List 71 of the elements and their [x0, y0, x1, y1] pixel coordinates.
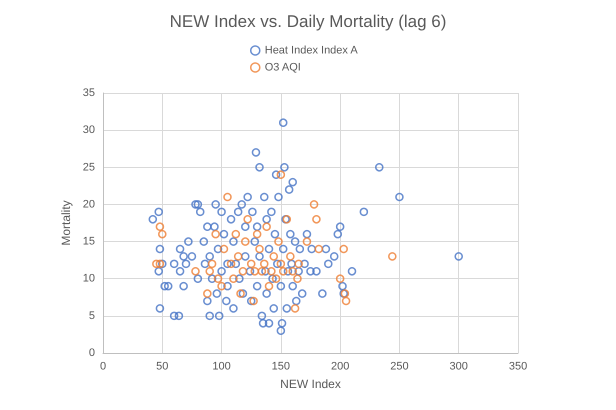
point [262, 222, 271, 231]
point [249, 296, 258, 306]
point [226, 260, 236, 268]
point [243, 215, 252, 224]
x-tick-label: 300 [450, 360, 468, 372]
point [156, 260, 164, 268]
y-tick-label: 0 [88, 347, 95, 359]
y-tick-label: 35 [82, 87, 95, 99]
point [288, 267, 297, 276]
point [205, 267, 214, 276]
point [267, 267, 276, 276]
y-tick-label: 10 [82, 272, 95, 285]
point [258, 267, 266, 276]
x-tick-label: 200 [330, 360, 350, 372]
y-tick-label: 20 [82, 198, 95, 210]
point [232, 230, 240, 238]
point [250, 267, 260, 276]
point [286, 252, 295, 261]
point [388, 252, 397, 261]
point [246, 260, 256, 268]
x-tick-label: 50 [156, 360, 168, 372]
point [241, 237, 250, 246]
point [276, 170, 286, 179]
legend-label: Heat Index Index A [264, 44, 358, 56]
point [293, 274, 302, 283]
point [234, 252, 242, 261]
point [236, 289, 245, 298]
point [203, 289, 212, 298]
point [339, 244, 348, 254]
point [272, 274, 280, 283]
point [156, 222, 164, 231]
point [208, 260, 216, 268]
point [270, 252, 278, 261]
point [252, 230, 262, 238]
x-tick-label: 150 [272, 360, 290, 372]
point [152, 260, 161, 268]
point [294, 260, 303, 268]
point [312, 215, 321, 224]
legend-label: O3 AQI [264, 62, 301, 74]
y-axis-title: Mortality [58, 200, 73, 246]
point [314, 244, 324, 254]
point [220, 244, 228, 254]
y-tick-label: 25 [82, 161, 95, 174]
y-tick-label: 30 [82, 124, 95, 136]
point [342, 296, 350, 306]
point [211, 230, 220, 238]
x-tick-label: 0 [100, 360, 106, 372]
point [214, 274, 222, 283]
point [260, 260, 269, 268]
x-tick-label: 250 [390, 360, 409, 372]
x-tick-label: 100 [212, 360, 231, 372]
y-tick-label: 5 [88, 310, 95, 322]
point [310, 200, 318, 209]
point [276, 260, 286, 268]
point [191, 267, 200, 276]
point [274, 237, 283, 246]
point [302, 237, 312, 246]
point [278, 267, 288, 276]
point [336, 274, 344, 283]
point [217, 282, 226, 290]
chart-title: NEW Index vs. Daily Mortality (lag 6) [170, 12, 446, 31]
point [229, 274, 238, 283]
point [290, 304, 300, 313]
point [238, 267, 248, 276]
y-tick-label: 15 [82, 236, 95, 248]
x-axis-title: NEW Index [280, 377, 341, 391]
point [158, 230, 167, 238]
x-tick-label: 350 [508, 360, 528, 372]
point [264, 282, 274, 290]
point [255, 244, 264, 254]
point [223, 192, 232, 202]
